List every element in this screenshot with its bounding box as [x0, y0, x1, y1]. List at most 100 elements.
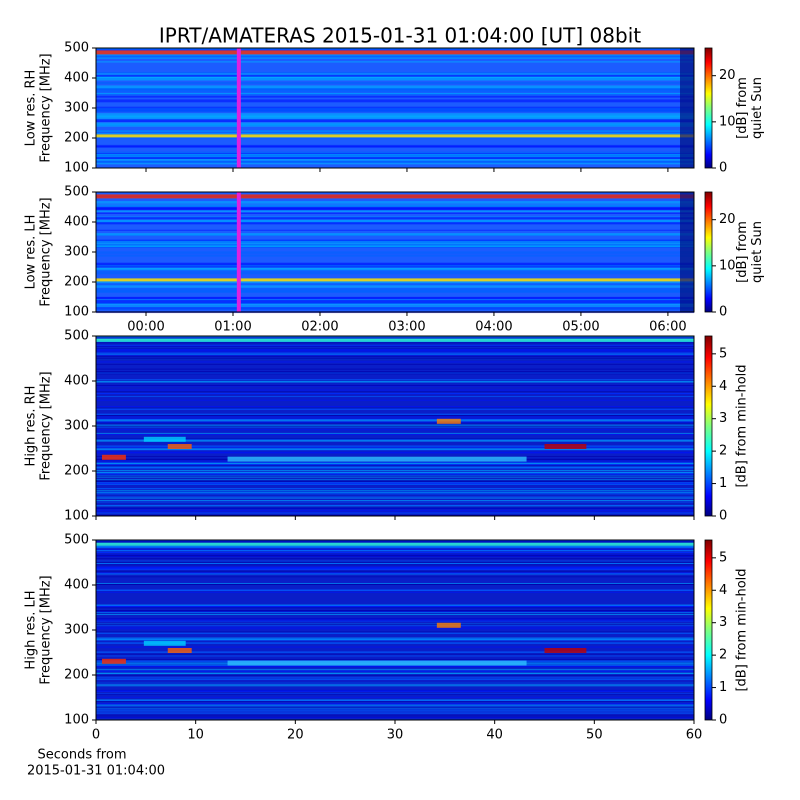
spectrogram-streak [96, 77, 694, 81]
spectrogram-streak [96, 582, 694, 584]
spectrogram-streak [96, 653, 694, 655]
spectrogram-streak [96, 57, 694, 59]
spectrogram-streak [96, 491, 694, 493]
spectrogram-streak [96, 562, 694, 564]
x-axis-label: 2015-01-31 01:04:00 [27, 764, 165, 779]
spectrogram-streak [96, 429, 694, 431]
spectrogram-streak [96, 282, 694, 286]
spectrogram-streak [96, 625, 694, 627]
spectrogram-streak [96, 297, 694, 299]
x-tick-label: 03:00 [388, 320, 425, 335]
spectrogram-streak [96, 558, 694, 560]
spectrogram-streak [96, 158, 694, 162]
spectrogram-streak [96, 632, 694, 634]
y-tick-label: 300 [64, 245, 89, 260]
spectrogram-streak [96, 701, 694, 703]
marker-line [236, 192, 241, 312]
spectrogram-streak [96, 493, 694, 495]
spectrogram-streak [96, 415, 694, 417]
x-tick-label: 30 [387, 728, 404, 743]
spectrogram-streak [96, 73, 694, 76]
spectrogram-streak [96, 422, 694, 424]
spectrogram-streak [96, 541, 694, 543]
spectrogram-streak [96, 344, 694, 346]
spectrogram-streak [96, 349, 694, 351]
y-tick-label: 500 [64, 41, 89, 56]
spectrogram-streak [96, 389, 694, 391]
spectrogram-streak [96, 48, 694, 50]
spectrogram-streak [96, 714, 694, 716]
spectrogram-streak [96, 298, 694, 302]
spectrogram-streak [96, 439, 694, 441]
spectrogram-streak [96, 368, 694, 370]
spectrogram-streak [96, 156, 694, 159]
spectrogram-streak [96, 699, 694, 701]
spectrogram-streak [96, 704, 694, 706]
spectrogram-streak [96, 564, 694, 566]
colorbar [704, 191, 713, 313]
colorbar [704, 335, 713, 517]
colorbar-tick-label: 0 [719, 305, 727, 320]
spectrogram-streak [96, 434, 694, 436]
spectrogram-streak [96, 358, 694, 360]
x-axis-label: Seconds from [37, 748, 126, 763]
spectrogram-streak [96, 438, 694, 440]
y-tick-label: 400 [64, 215, 89, 230]
spectrogram-streak [96, 229, 694, 231]
spectrogram-streak [96, 371, 694, 373]
spectrogram-streak [96, 638, 694, 640]
spectrogram-streak [96, 452, 694, 454]
spectrogram-streak [96, 696, 694, 698]
spectrogram-streak [96, 545, 694, 547]
spectrogram-streak [96, 672, 694, 674]
spectrogram-streak [96, 512, 694, 514]
spectrogram-streak [96, 207, 694, 210]
spectrogram-streak [96, 500, 694, 502]
spectrogram-streak [96, 204, 694, 208]
spectrogram-streak [96, 646, 694, 648]
spectrogram-streak [96, 99, 694, 103]
spectrogram-streak [96, 216, 694, 220]
y-tick-label: 300 [64, 623, 89, 638]
spectrogram-streak [96, 119, 694, 122]
spectrogram-streak [96, 700, 694, 702]
spectrogram-streak [96, 570, 694, 572]
spectrogram-streak [96, 363, 694, 365]
spectrogram-streak [96, 605, 694, 607]
spectrogram-streak [96, 85, 694, 89]
spectrogram-streak [96, 285, 694, 288]
spectrogram-streak [96, 703, 694, 705]
spectrogram-streak [96, 353, 694, 355]
colorbar-tick-label: 0 [719, 509, 727, 524]
y-tick-label: 400 [64, 71, 89, 86]
spectrogram-streak [96, 591, 694, 593]
spectrogram-streak [96, 451, 694, 453]
spectrogram-streak [96, 566, 694, 568]
colorbar-tick-label: 20 [719, 212, 736, 227]
spectrogram-streak [96, 123, 694, 127]
spectrogram-streak [96, 706, 694, 708]
spectrogram-streak [96, 492, 694, 494]
spectrogram-streak [96, 642, 694, 644]
spectrogram-streak [96, 421, 694, 423]
spectrogram-streak [96, 445, 694, 447]
spectrogram-streak [96, 465, 694, 467]
spectrogram-band [96, 50, 694, 55]
spectrogram-streak [96, 690, 694, 692]
spectrogram-streak [96, 113, 694, 116]
colorbar-tick-label: 10 [719, 114, 736, 129]
spectrogram-streak [96, 76, 694, 79]
spectrogram-streak [96, 620, 694, 622]
spectrogram-streak [96, 136, 694, 140]
spectrogram-streak [96, 552, 694, 554]
spectrogram-band [96, 194, 694, 199]
spectrogram-streak [96, 466, 694, 468]
spectrogram-streak [96, 676, 694, 678]
spectrogram-streak [96, 302, 694, 306]
y-tick-label: 100 [64, 713, 89, 728]
spectrogram-streak [96, 479, 694, 481]
colorbar-tick-label: 1 [719, 476, 727, 491]
spectrogram-burst [167, 648, 192, 653]
spectrogram-streak [96, 408, 694, 410]
y-axis-label: High res. LH [24, 590, 39, 669]
